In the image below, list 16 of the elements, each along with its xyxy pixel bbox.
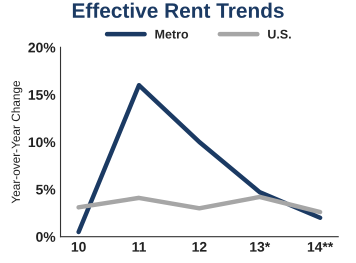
x-tick-label: 14**: [308, 242, 334, 252]
legend-label: U.S.: [268, 30, 291, 39]
chart-title: Effective Rent Trends: [72, 2, 284, 18]
x-tick-label: 13*: [250, 242, 270, 252]
x-tick-label: 11: [132, 242, 146, 252]
y-tick-label: 10%: [28, 137, 56, 148]
x-tick-label: 10: [72, 242, 86, 252]
line-series: [76, 82, 322, 234]
y-tick-label: 20%: [28, 42, 56, 53]
x-tick-label: 12: [192, 242, 207, 252]
y-tick-label: 15%: [28, 90, 56, 100]
y-tick-label: 0%: [36, 232, 56, 242]
y-tick-label: 5%: [36, 184, 56, 195]
y-axis-title: Year-over-Year Change: [11, 80, 22, 204]
legend-label: Metro: [155, 30, 188, 39]
line-series: [76, 194, 322, 214]
